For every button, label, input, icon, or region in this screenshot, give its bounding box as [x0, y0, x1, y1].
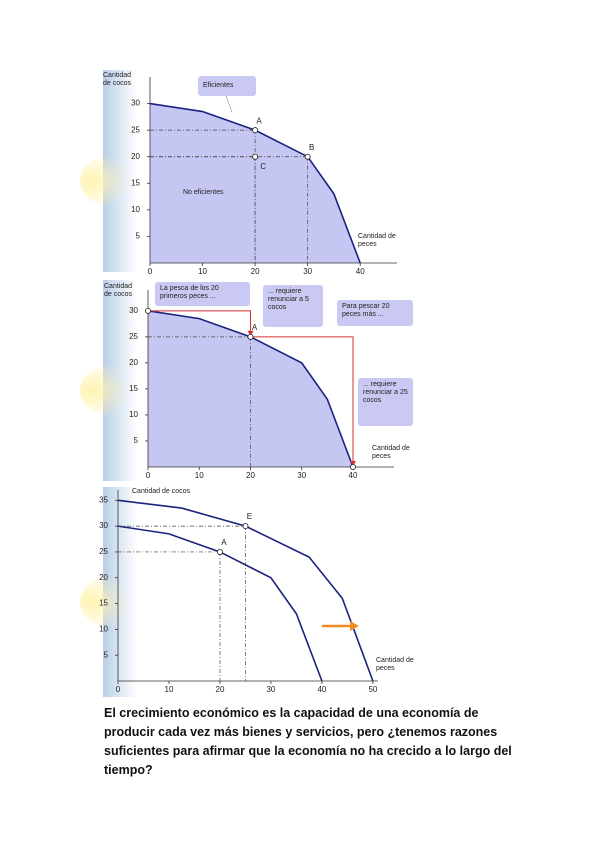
- frontier-line: [147, 310, 354, 468]
- x-tick-label: 20: [251, 267, 260, 276]
- decor-glow: [80, 365, 140, 416]
- x-tick-label: 50: [368, 685, 377, 694]
- y-tick-label: 5: [136, 232, 141, 241]
- x-axis-label: Cantidad de peces: [372, 445, 410, 460]
- annotation: La pesca de los 20 primeros peces ...: [155, 282, 250, 306]
- y-tick-label: 35: [99, 495, 108, 504]
- arrow-head: [350, 461, 356, 466]
- x-tick-label: 40: [317, 685, 326, 694]
- x-axis-label: Cantidad de peces: [376, 657, 414, 672]
- y-tick-label: 30: [99, 521, 108, 530]
- y-axis-label: Cantidad de cocos: [104, 283, 133, 298]
- y-tick-label: 15: [131, 178, 140, 187]
- y-axis-label: Cantidad de cocos: [132, 488, 190, 495]
- y-axis-label: Cantidad de cocos: [103, 72, 132, 87]
- x-tick-label: 20: [246, 471, 255, 480]
- pointer: [225, 95, 233, 113]
- y-tick-label: 15: [129, 384, 138, 393]
- y-tick-label: 10: [129, 410, 138, 419]
- point: [216, 548, 223, 555]
- frontier-line: [117, 499, 374, 682]
- y-tick-label: 25: [99, 547, 108, 556]
- x-tick-label: 30: [266, 685, 275, 694]
- step-arrow: [148, 310, 251, 333]
- annotation: Para pescar 20 peces más ...: [337, 300, 413, 326]
- decor-glow: [80, 577, 140, 627]
- end-point: [144, 307, 151, 314]
- x-axis-label: Cantidad de peces: [358, 233, 396, 248]
- y-tick-label: 30: [129, 306, 138, 315]
- point: [247, 333, 254, 340]
- point: [304, 153, 311, 160]
- y-tick-label: 10: [131, 205, 140, 214]
- point-label: A: [256, 116, 262, 125]
- point: [242, 523, 249, 530]
- annotation: Eficientes: [198, 76, 256, 96]
- y-tick-label: 10: [99, 624, 108, 633]
- x-tick-label: 40: [349, 471, 358, 480]
- point-label: C: [260, 162, 266, 171]
- x-tick-label: 30: [303, 267, 312, 276]
- point-label: A: [221, 538, 227, 547]
- x-tick-label: 0: [148, 267, 153, 276]
- y-tick-label: 25: [129, 332, 138, 341]
- frontier-line: [149, 102, 361, 264]
- y-tick-label: 25: [131, 125, 140, 134]
- annotation: No eficientes: [183, 189, 224, 196]
- annotation: ... requiere renunciar a 5 cocos: [263, 285, 323, 327]
- arrow-head: [247, 330, 254, 336]
- x-tick-label: 20: [216, 685, 225, 694]
- decor-glow: [80, 156, 140, 206]
- end-point: [349, 463, 356, 470]
- point: [252, 127, 259, 134]
- annotation: ... requiere renunciar a 25 cocos: [358, 378, 413, 426]
- step-arrow: [250, 336, 354, 463]
- y-tick-label: 15: [99, 599, 108, 608]
- x-tick-label: 10: [198, 267, 207, 276]
- x-tick-label: 0: [116, 685, 121, 694]
- point: [252, 153, 259, 160]
- point-label: A: [252, 323, 258, 332]
- y-tick-label: 5: [134, 436, 139, 445]
- y-tick-label: 5: [104, 650, 109, 659]
- y-tick-label: 20: [99, 573, 108, 582]
- x-tick-label: 40: [356, 267, 365, 276]
- caption: El crecimiento económico es la capacidad…: [104, 706, 512, 777]
- growth-arrow-head: [350, 621, 359, 631]
- y-tick-label: 20: [131, 152, 140, 161]
- y-tick-label: 30: [131, 99, 140, 108]
- x-tick-label: 10: [165, 685, 174, 694]
- point-label: E: [247, 512, 252, 521]
- point-label: B: [309, 143, 314, 152]
- x-tick-label: 30: [297, 471, 306, 480]
- y-tick-label: 20: [129, 358, 138, 367]
- x-tick-label: 0: [146, 471, 151, 480]
- x-tick-label: 10: [195, 471, 204, 480]
- frontier-area: [148, 310, 353, 467]
